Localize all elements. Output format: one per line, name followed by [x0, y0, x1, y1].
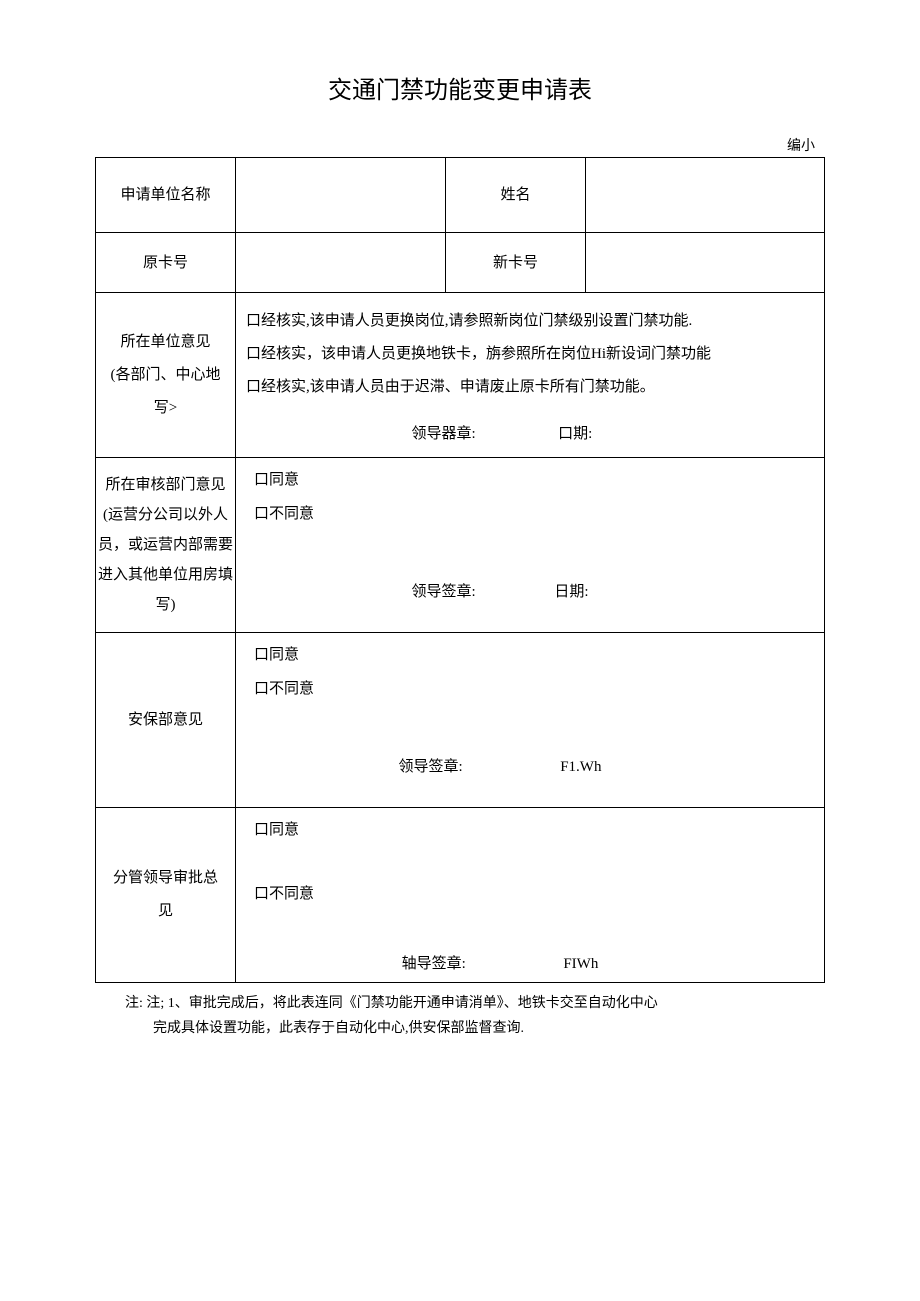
security-agree-option: 口同意: [254, 643, 814, 667]
label-review-line1: 所在审核部门意见: [96, 470, 235, 500]
unit-opinion-date-label: 口期:: [558, 426, 592, 442]
unit-opinion-option-1: 口经核实,该申请人员更换岗位,请参照新岗位门禁级别设置门禁功能.: [246, 305, 814, 338]
label-review-line4: 进入其他单位用房填: [96, 560, 235, 590]
security-disagree-option: 口不同意: [254, 677, 814, 701]
label-leader-line2: 见: [104, 895, 227, 928]
unit-opinion-option-2: 口经核实，该申请人员更换地铁卡，旃参照所在岗位Hi新设词门禁功能: [246, 338, 814, 371]
label-unit-opinion-line1: 所在单位意见: [104, 326, 227, 359]
security-opinion-content: 口同意 口不同意 领导签章: F1.Wh: [236, 633, 825, 808]
label-old-card: 原卡号: [96, 233, 236, 293]
page-title: 交通门禁功能变更申请表: [95, 70, 825, 105]
review-sig-label: 领导签章:: [411, 584, 475, 600]
label-review-opinion: 所在审核部门意见 (运营分公司以外人 员，或运营内部需要 进入其他单位用房填 写…: [96, 458, 236, 633]
label-applicant-unit: 申请单位名称: [96, 158, 236, 233]
security-date-label: F1.Wh: [560, 759, 601, 775]
leader-signature-line: 轴导签章: FIWh: [236, 952, 824, 976]
label-review-line2: (运营分公司以外人: [96, 500, 235, 530]
label-unit-opinion-line2: (各部门、中心地: [104, 359, 227, 392]
value-old-card: [236, 233, 446, 293]
security-signature-line: 领导签章: F1.Wh: [236, 755, 824, 779]
leader-date-label: FIWh: [563, 956, 598, 972]
value-applicant-unit: [236, 158, 446, 233]
review-opinion-content: 口同意 口不同意 领导签章: 日期:: [236, 458, 825, 633]
leader-opinion-content: 口同意 口不同意 轴导签章: FIWh: [236, 808, 825, 983]
label-name: 姓名: [446, 158, 586, 233]
footer-note-line2: 完成具体设置功能，此表存于自动化中心,供安保部监督查询.: [125, 1016, 825, 1041]
leader-agree-option: 口同意: [254, 818, 814, 842]
unit-opinion-signature-line: 领导器章: 口期:: [236, 418, 824, 451]
review-agree-option: 口同意: [254, 468, 814, 492]
label-leader-opinion: 分管领导审批总 见: [96, 808, 236, 983]
label-review-line3: 员，或运营内部需要: [96, 530, 235, 560]
application-form-table: 申请单位名称 姓名 原卡号 新卡号 所在单位意见 (各部门、中心地 写> 口经核…: [95, 157, 825, 983]
footer-note-line1: 注: 注; 1、审批完成后，将此表连同《门禁功能开通申请消单》、地铁卡交至自动化…: [125, 991, 825, 1016]
value-new-card: [586, 233, 825, 293]
value-name: [586, 158, 825, 233]
label-unit-opinion-line3: 写>: [104, 392, 227, 425]
unit-opinion-option-3: 口经核实,该申请人员由于迟滞、申请废止原卡所有门禁功能。: [246, 371, 814, 404]
unit-opinion-sig-label: 领导器章:: [411, 426, 475, 442]
label-security-opinion: 安保部意见: [96, 633, 236, 808]
label-leader-line1: 分管领导审批总: [104, 862, 227, 895]
label-review-line5: 写): [96, 590, 235, 620]
label-new-card: 新卡号: [446, 233, 586, 293]
security-sig-label: 领导签章:: [399, 759, 463, 775]
leader-disagree-option: 口不同意: [254, 882, 814, 906]
unit-opinion-content: 口经核实,该申请人员更换岗位,请参照新岗位门禁级别设置门禁功能. 口经核实，该申…: [236, 293, 825, 458]
review-signature-line: 领导签章: 日期:: [236, 580, 824, 604]
review-disagree-option: 口不同意: [254, 502, 814, 526]
label-unit-opinion: 所在单位意见 (各部门、中心地 写>: [96, 293, 236, 458]
leader-sig-label: 轴导签章:: [402, 956, 466, 972]
footer-note: 注: 注; 1、审批完成后，将此表连同《门禁功能开通申请消单》、地铁卡交至自动化…: [95, 991, 825, 1041]
serial-number-label: 编小: [95, 135, 825, 155]
review-date-label: 日期:: [554, 584, 588, 600]
